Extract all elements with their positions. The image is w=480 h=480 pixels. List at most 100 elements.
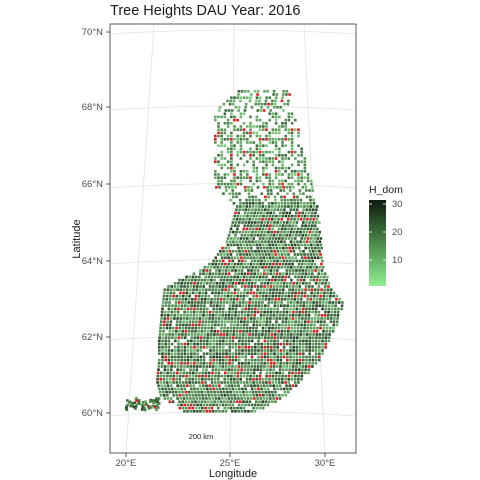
height-cell	[300, 160, 303, 163]
height-cell	[249, 141, 252, 144]
height-cell	[205, 317, 208, 320]
height-cell	[170, 355, 174, 359]
height-cell	[160, 310, 164, 314]
height-cell	[289, 362, 292, 365]
height-cell	[181, 406, 185, 410]
height-cell	[278, 237, 281, 240]
height-cell	[226, 99, 229, 103]
height-cell	[264, 195, 267, 199]
height-cell	[317, 234, 320, 237]
height-cell	[255, 147, 259, 151]
height-cell	[250, 403, 254, 407]
height-cell	[255, 99, 258, 103]
height-cell	[281, 179, 284, 183]
height-cell	[219, 266, 223, 269]
height-cell	[200, 326, 204, 330]
height-cell	[271, 298, 274, 301]
height-cell	[256, 320, 259, 323]
height-cell	[275, 365, 279, 368]
height-cell	[262, 150, 265, 154]
height-cell	[169, 397, 173, 400]
height-cell	[274, 374, 278, 378]
height-cell	[226, 298, 229, 301]
height-cell	[308, 336, 312, 339]
height-cell	[189, 285, 193, 288]
height-cell	[243, 368, 247, 371]
height-cell	[249, 214, 252, 218]
height-cell	[187, 390, 191, 394]
height-cell	[216, 253, 220, 256]
height-cell	[296, 301, 299, 304]
height-cell	[261, 227, 265, 231]
height-cell	[333, 317, 336, 320]
height-cell	[277, 333, 280, 336]
height-cell	[273, 230, 277, 234]
height-cell	[297, 243, 300, 247]
height-cell	[218, 368, 221, 371]
height-cell	[235, 195, 238, 199]
height-cell	[243, 371, 246, 375]
height-cell	[196, 352, 199, 355]
height-cell	[296, 266, 299, 269]
height-cell	[318, 349, 321, 352]
height-cell	[181, 400, 184, 403]
height-cell	[285, 362, 289, 365]
height-cell	[287, 112, 291, 115]
height-cell	[273, 339, 276, 343]
height-cell	[239, 381, 243, 384]
height-cell	[268, 160, 271, 163]
height-cell	[328, 336, 331, 339]
height-cell	[267, 240, 270, 243]
height-cell	[287, 176, 291, 179]
height-cell	[289, 301, 293, 304]
height-cell	[172, 394, 176, 397]
height-cell	[311, 339, 315, 343]
height-cell	[315, 330, 319, 333]
height-cell	[265, 96, 268, 99]
height-cell	[236, 262, 240, 266]
height-cell	[223, 381, 227, 384]
height-cell	[210, 378, 214, 381]
height-cell	[333, 310, 337, 314]
height-cell	[246, 288, 250, 291]
height-cell	[206, 352, 209, 355]
height-cell	[287, 294, 291, 298]
height-cell	[217, 122, 220, 125]
height-cell	[322, 278, 325, 282]
height-cell	[211, 314, 215, 317]
height-cell	[306, 326, 310, 330]
height-cell	[247, 208, 251, 211]
height-cell	[256, 269, 260, 272]
height-cell	[197, 400, 200, 403]
height-cell	[266, 365, 269, 368]
height-cell	[281, 173, 284, 176]
height-cell	[259, 288, 263, 291]
height-cell	[178, 378, 182, 381]
height-cell	[331, 301, 335, 304]
height-cell	[188, 326, 191, 330]
height-cell	[177, 282, 180, 285]
height-cell	[257, 240, 261, 243]
height-cell	[239, 115, 243, 119]
height-cell	[264, 278, 268, 282]
height-cell	[268, 131, 271, 135]
height-cell	[292, 336, 296, 339]
height-cell	[277, 227, 281, 231]
height-cell	[217, 179, 220, 183]
height-cell	[269, 186, 273, 189]
height-cell	[236, 163, 239, 167]
height-cell	[290, 147, 294, 151]
height-cell	[289, 336, 293, 339]
height-cell	[256, 288, 259, 291]
height-cell	[302, 250, 305, 253]
height-cell	[222, 266, 226, 269]
height-cell	[228, 310, 231, 314]
height-cell	[306, 330, 309, 333]
height-cell	[203, 390, 207, 394]
height-cell	[308, 221, 311, 224]
height-cell	[314, 234, 317, 237]
height-cell	[163, 371, 166, 375]
height-cell	[264, 227, 268, 231]
height-cell	[289, 230, 293, 234]
height-cell	[226, 330, 229, 333]
